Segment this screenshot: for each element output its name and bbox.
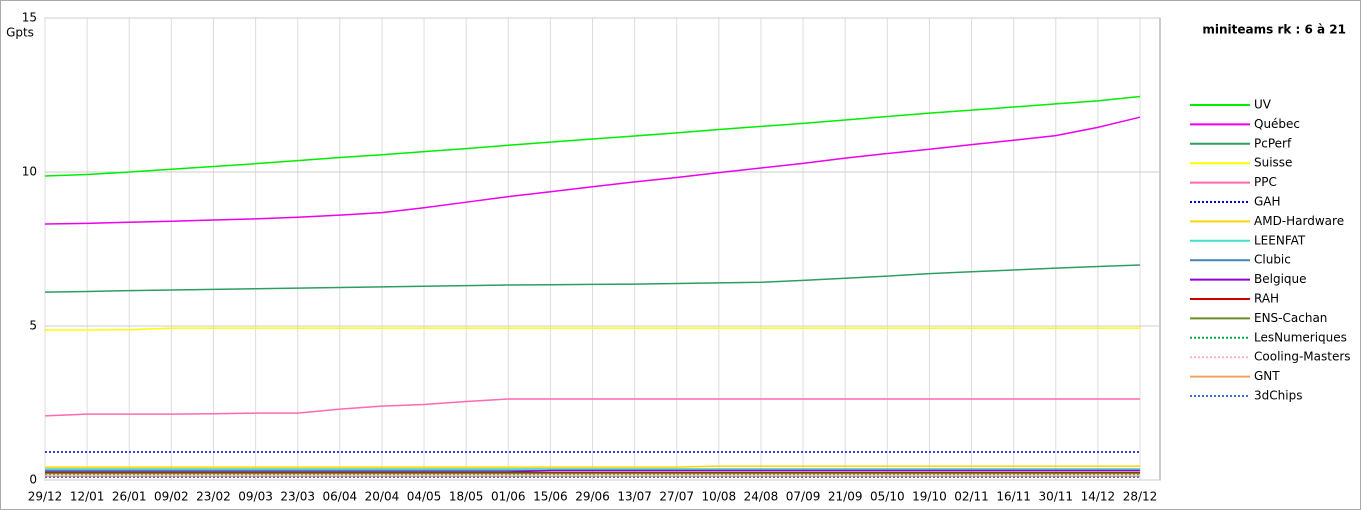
x-tick-label: 05/10 <box>870 490 905 504</box>
y-tick-label: 15 <box>22 11 37 25</box>
x-tick-label: 19/10 <box>912 490 947 504</box>
x-tick-label: 06/04 <box>323 490 358 504</box>
x-tick-label: 24/08 <box>744 490 779 504</box>
series-line <box>45 465 1140 468</box>
x-tick-label: 29/12 <box>28 490 63 504</box>
legend-label: Suisse <box>1254 156 1292 170</box>
chart-title: miniteams rk : 6 à 21 <box>1202 23 1346 37</box>
legend-label: AMD-Hardware <box>1254 214 1344 228</box>
legend-label: UV <box>1254 98 1272 112</box>
legend-label: Cooling-Masters <box>1254 350 1351 364</box>
y-tick-label: 10 <box>22 165 37 179</box>
x-tick-label: 18/05 <box>449 490 484 504</box>
x-tick-label: 21/09 <box>828 490 863 504</box>
series-line <box>44 398 1140 417</box>
legend-label: 3dChips <box>1254 389 1302 403</box>
x-tick-label: 04/05 <box>407 490 442 504</box>
x-tick-label: 01/06 <box>491 490 526 504</box>
series-line <box>44 264 1141 293</box>
legend-label: Clubic <box>1254 253 1291 267</box>
plot-area <box>44 17 1161 481</box>
x-tick-label: 16/11 <box>996 490 1031 504</box>
x-tick-label: 23/02 <box>196 490 231 504</box>
legend-label: RAH <box>1254 292 1279 306</box>
x-tick-label: 29/06 <box>575 490 610 504</box>
series-line <box>45 327 1140 331</box>
legend-label: GNT <box>1254 369 1280 383</box>
legend-label: PcPerf <box>1254 136 1292 150</box>
x-tick-label: 20/04 <box>365 490 400 504</box>
x-tick-label: 23/03 <box>280 490 315 504</box>
x-tick-label: 14/12 <box>1081 490 1116 504</box>
x-tick-label: 27/07 <box>659 490 694 504</box>
x-tick-label: 09/02 <box>154 490 189 504</box>
legend-label: PPC <box>1254 175 1277 189</box>
legend-label: Québec <box>1254 117 1300 131</box>
y-tick-label: 5 <box>29 319 37 333</box>
x-tick-label: 13/07 <box>617 490 652 504</box>
y-axis-label: Gpts <box>6 26 34 40</box>
series-line <box>44 116 1141 225</box>
legend-label: LesNumeriques <box>1254 330 1347 344</box>
y-tick-label: 0 <box>29 473 37 487</box>
legend-label: LEENFAT <box>1254 233 1306 247</box>
x-tick-label: 26/01 <box>112 490 147 504</box>
x-tick-label: 10/08 <box>702 490 737 504</box>
x-tick-label: 12/01 <box>70 490 105 504</box>
x-tick-label: 09/03 <box>238 490 273 504</box>
series-line <box>44 95 1141 177</box>
x-tick-label: 30/11 <box>1038 490 1073 504</box>
legend-label: Belgique <box>1254 272 1307 286</box>
legend-label: ENS-Cachan <box>1254 311 1327 325</box>
x-tick-label: 28/12 <box>1123 490 1158 504</box>
x-tick-label: 15/06 <box>533 490 568 504</box>
legend-label: GAH <box>1254 195 1281 209</box>
x-tick-label: 07/09 <box>786 490 821 504</box>
x-tick-label: 02/11 <box>954 490 989 504</box>
